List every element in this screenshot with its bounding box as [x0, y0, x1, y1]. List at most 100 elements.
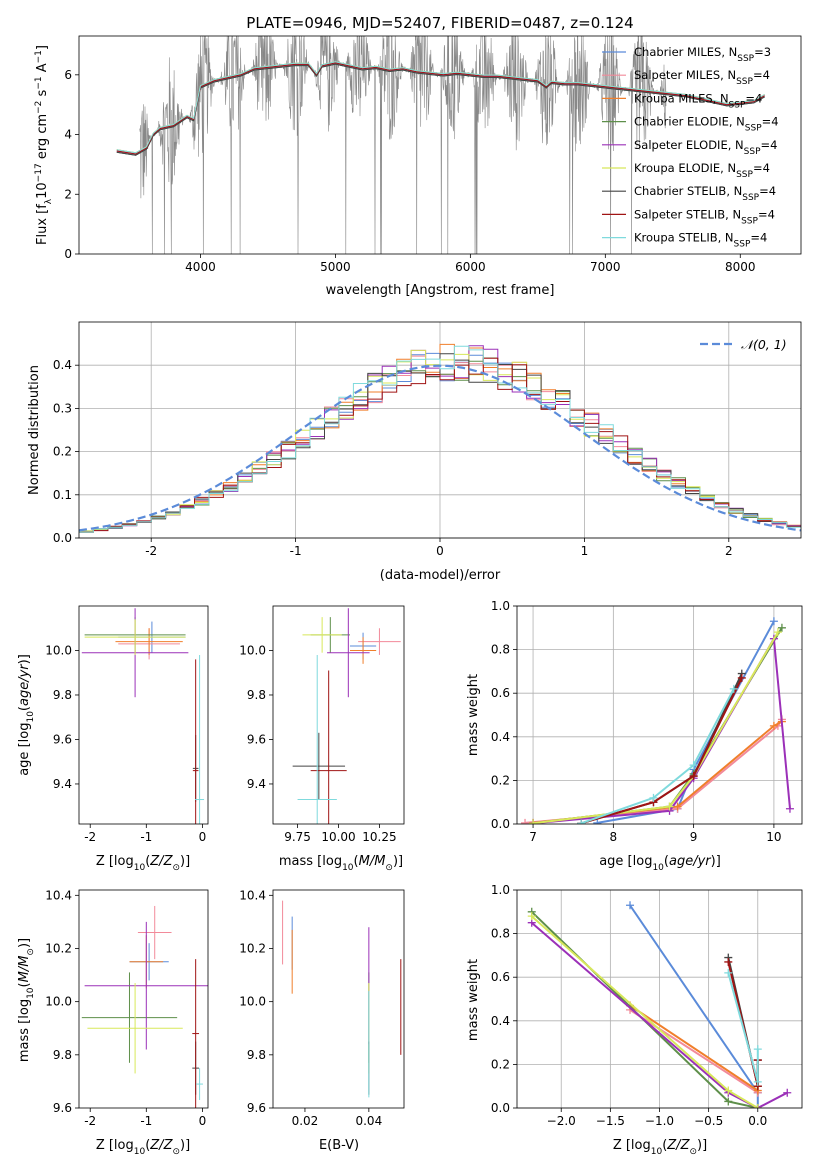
y-axis-label: mass weight: [466, 959, 481, 1041]
x-axis-label: age [log10(age/yr)]: [599, 854, 721, 873]
y-axis-label: mass [log10(M/M⊙)]: [17, 938, 36, 1062]
plot-area: [521, 617, 794, 824]
x-axis-label: Z [log10(Z/Z⊙)]: [96, 854, 190, 873]
tick-label-y: 1.0: [491, 599, 510, 613]
plot-area: [81, 608, 205, 824]
plot-area: [81, 905, 208, 1108]
tick-label-y: 9.6: [247, 732, 266, 746]
series-marker-kroupa_stelib: [649, 793, 658, 802]
data-spectrum: [139, 36, 667, 254]
tick-label-x: −2.0: [547, 1114, 576, 1128]
series-marker-salpeter_elodie: [783, 1088, 792, 1097]
plot-area: [116, 36, 765, 254]
axes-frame: [78, 321, 802, 539]
series-line-kroupa_elodie: [532, 631, 779, 824]
plot-area: [292, 608, 401, 824]
tick-label-y: 9.6: [53, 732, 72, 746]
tick-label-y: 0.1: [53, 488, 72, 502]
tick-label-y: 1.0: [491, 883, 510, 897]
legend-label-kroupa_miles: Kroupa MILES, NSSP=4: [634, 91, 762, 110]
legend-label-salpeter_elodie: Salpeter ELODIE, NSSP=4: [634, 138, 777, 157]
legend-label-salpeter_miles: Salpeter MILES, NSSP=4: [634, 68, 770, 87]
series-marker-kroupa_elodie: [724, 1086, 733, 1095]
axes-frame: [78, 605, 209, 825]
tick-label-y: 10.4: [45, 888, 72, 902]
x-axis-label: Z [log10(Z/Z⊙)]: [96, 1138, 190, 1157]
chart-mass_vs_EBV: 0.02 0.04 9.6 9.8 10.0 10.2 10.4 E(B-V): [239, 888, 405, 1153]
tick-label-x: 0: [436, 544, 444, 558]
series-marker-kroupa_elodie: [753, 1104, 762, 1108]
axes-frame: [78, 35, 802, 255]
series-marker-salpeter_elodie: [785, 804, 794, 813]
series-line-salpeter_elodie: [533, 635, 791, 824]
series-line-salpeter_miles: [629, 1009, 759, 1095]
histogram-kroupa_stelib: [79, 345, 801, 533]
tick-label-x: 0: [199, 1114, 207, 1128]
tick-label-y: 0.3: [53, 401, 72, 415]
legend-label-chabrier_miles: Chabrier MILES, NSSP=3: [634, 45, 771, 64]
tick-label-y: 9.4: [247, 777, 266, 791]
series-marker-kroupa_elodie: [665, 802, 674, 811]
series-line-kroupa_stelib: [580, 688, 735, 824]
normal-curve: [79, 364, 801, 532]
histogram-salpeter_stelib: [79, 357, 801, 533]
tick-label-y: 9.6: [247, 1101, 266, 1115]
tick-label-x: −1.0: [645, 1114, 674, 1128]
series-marker-chabrier_elodie: [777, 623, 786, 632]
tick-label-y: 10.0: [45, 643, 72, 657]
series-marker-kroupa_miles: [769, 721, 778, 730]
legend-label-kroupa_elodie: Kroupa ELODIE, NSSP=4: [634, 161, 770, 180]
tick-label-x: 9: [690, 830, 698, 844]
plot-area: [282, 900, 402, 1098]
axes-frame: [272, 889, 405, 1109]
chart-residuals: -2 -1 0 1 2 0.0 0.1 0.2 0.3 0.4 (data-model)/error…: [27, 321, 802, 583]
legend-label-salpeter_stelib: Salpeter STELIB, NSSP=4: [634, 207, 775, 226]
chart-massweight_vs_age: 7 8 9 10 0.0 0.2 0.4 0.6 0.8 1.0 age [log10(age/yr…: [466, 599, 803, 873]
x-axis-label: E(B-V): [319, 1138, 359, 1153]
x-axis-label: (data-model)/error: [380, 568, 501, 583]
y-axis-label: age [log10(age/yr)]: [17, 654, 36, 776]
tick-label-x: 8000: [725, 260, 756, 274]
tick-label-x: −1.5: [596, 1114, 625, 1128]
tick-label-x: 8: [610, 830, 618, 844]
tick-label-y: 9.8: [247, 1048, 266, 1062]
tick-label-x: 10.00: [321, 830, 355, 844]
series-marker-chabrier_elodie: [724, 1097, 733, 1106]
figure-title: PLATE=0946, MJD=52407, FIBERID=0487, z=0…: [246, 14, 633, 32]
tick-label-x: 1: [581, 544, 589, 558]
series-line-chabrier_miles: [597, 620, 775, 824]
tick-label-x: 0.02: [292, 1114, 319, 1128]
tick-label-x: 6000: [455, 260, 486, 274]
tick-label-y: 0.0: [53, 531, 72, 545]
y-axis-label: Flux [fλ10−17 erg cm−2 s−1 A−1]: [34, 45, 54, 245]
tick-label-y: 0.0: [491, 1101, 510, 1115]
tick-label-y: 10.0: [45, 995, 72, 1009]
tick-label-y: 10.0: [239, 643, 266, 657]
tick-label-y: 9.8: [53, 688, 72, 702]
tick-label-y: 0.6: [491, 686, 510, 700]
series-line-kroupa_stelib: [727, 972, 759, 1083]
tick-label-y: 0.4: [53, 358, 72, 372]
series-marker-chabrier_miles: [626, 901, 635, 910]
tick-label-x: 10.25: [362, 830, 396, 844]
tick-label-y: 9.4: [53, 777, 72, 791]
tick-label-y: 4: [64, 128, 72, 142]
tick-label-x: −0.5: [694, 1114, 723, 1128]
axes-frame: [272, 605, 405, 825]
series-marker-kroupa_stelib: [724, 968, 733, 977]
plot-area: [79, 343, 801, 533]
series-marker-chabrier_miles: [593, 818, 602, 824]
tick-label-y: 0.2: [491, 1057, 510, 1071]
series-marker-chabrier_miles: [769, 617, 778, 626]
series-marker-kroupa_miles: [673, 802, 682, 811]
tick-label-x: 0.0: [748, 1114, 767, 1128]
tick-label-x: 5000: [320, 260, 351, 274]
tick-label-x: -1: [140, 1114, 152, 1128]
tick-label-y: 10.2: [239, 941, 266, 955]
chart-massweight_vs_Z: −2.0 −1.5 −1.0 −0.5 0.0 0.0 0.2 0.4 0.6 0.8 1.0 Z […: [466, 883, 803, 1157]
series-marker-kroupa_elodie: [773, 628, 782, 637]
legend-label-normal: 𝒩(0, 1): [741, 337, 787, 352]
series-marker-salpeter_stelib: [689, 772, 698, 781]
series-marker-kroupa_stelib: [753, 1077, 762, 1086]
chart-mass_vs_Z: -2 -1 0 9.6 9.8 10.0 10.2 10.4 Z [log10(Z/Z⊙)] ma…: [17, 888, 209, 1157]
